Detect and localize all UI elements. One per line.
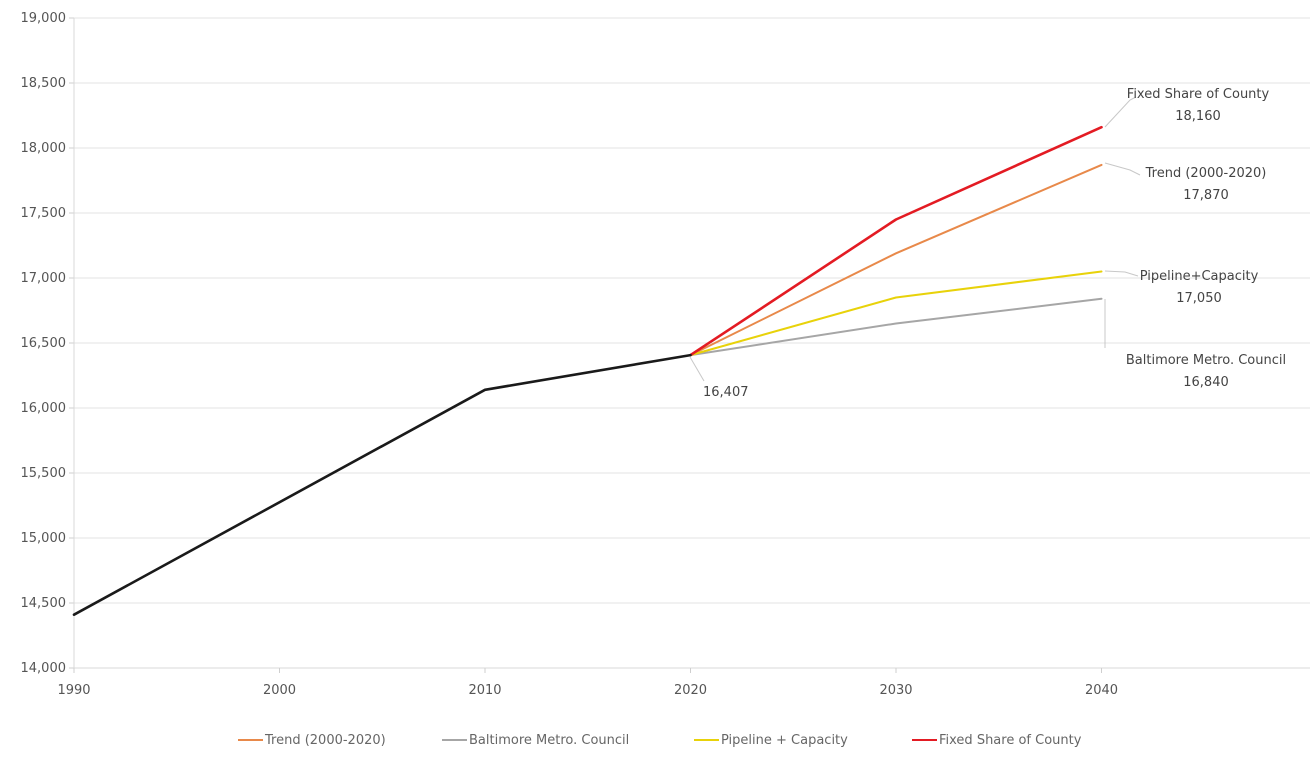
annotation-label-fixed: Fixed Share of County [1127,87,1270,102]
annotation-label-base: 16,407 [703,385,749,400]
y-tick-label: 19,000 [21,11,67,26]
y-tick-label: 15,500 [21,466,67,481]
x-tick-label: 2000 [263,683,296,698]
historical-line [72,353,692,616]
series-line-trend-2000-2020 [689,163,1103,357]
annotation-leader-base [689,356,705,382]
annotation-label-pipeline: 17,050 [1176,291,1222,306]
series-lines [72,125,1103,616]
y-tick-label: 17,000 [21,271,67,286]
annotation-label-trend: 17,870 [1183,188,1229,203]
x-tick-label: 1990 [57,683,90,698]
y-tick-label: 14,500 [21,596,67,611]
annotation-label-trend: Trend (2000-2020) [1145,166,1267,181]
series-line-fixed-share-of-county [689,125,1103,357]
legend-label-trend-2000-2020: Trend (2000-2020) [264,733,386,748]
data-annotations: 16,407 Fixed Share of County 18,160 Trend (… [689,87,1286,400]
y-tick-label: 14,000 [21,661,67,676]
annotation-label-bmc: 16,840 [1183,375,1229,390]
y-tick-label: 18,500 [21,76,67,91]
series-line-pipeline-capacity [689,270,1103,357]
y-tick-label: 16,000 [21,401,67,416]
legend-label-baltimore-metro-council: Baltimore Metro. Council [469,733,629,748]
y-tick-label: 18,000 [21,141,67,156]
annotation-label-bmc: Baltimore Metro. Council [1126,353,1286,368]
annotation-leader-pipeline [1104,270,1139,277]
legend-label-fixed-share-of-county: Fixed Share of County [939,733,1082,748]
y-tick-label: 15,000 [21,531,67,546]
annotation-label-pipeline: Pipeline+Capacity [1140,269,1259,284]
annotation-leader-trend [1104,162,1141,176]
axes: 14,000 14,500 15,000 15,500 16,000 16,500 17,0… [21,11,1310,698]
annotation-label-fixed: 18,160 [1175,109,1221,124]
x-tick-label: 2030 [879,683,912,698]
gridlines [74,17,1310,669]
x-tick-label: 2040 [1085,683,1118,698]
x-tick-label: 2010 [468,683,501,698]
annotation-leader-fixed [1104,96,1137,128]
y-tick-label: 16,500 [21,336,67,351]
legend: Trend (2000-2020) Baltimore Metro. Counci… [238,733,1082,748]
legend-label-pipeline-capacity: Pipeline + Capacity [721,733,848,748]
x-tick-label: 2020 [674,683,707,698]
series-line-baltimore-metro-council [689,297,1103,357]
y-tick-label: 17,500 [21,206,67,221]
